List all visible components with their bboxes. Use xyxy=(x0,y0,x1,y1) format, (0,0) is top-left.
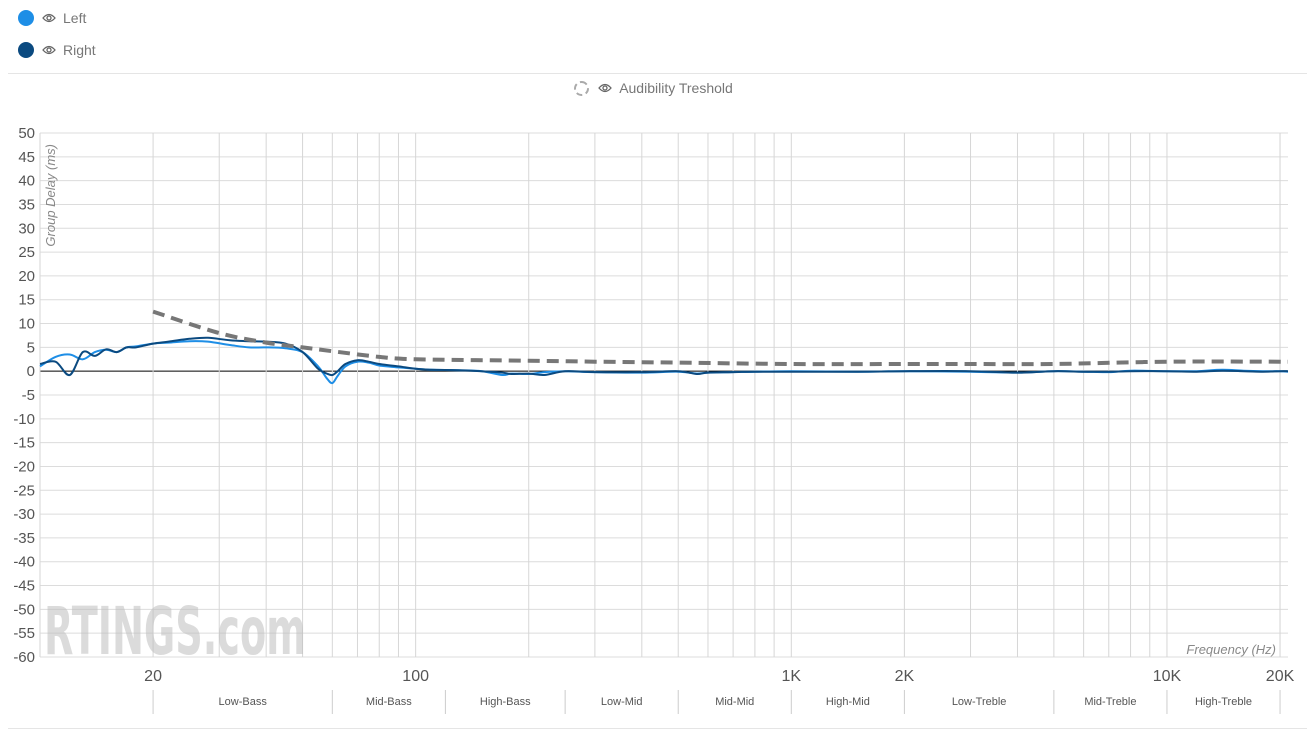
band-label: High-Treble xyxy=(1195,696,1252,708)
eye-icon[interactable] xyxy=(42,45,56,55)
eye-icon[interactable] xyxy=(598,83,613,93)
legend-item-right[interactable]: Right xyxy=(18,42,96,58)
band-label: Mid-Treble xyxy=(1084,696,1136,708)
legend-label-right: Right xyxy=(63,42,96,58)
legend-label-threshold: Audibility Treshold xyxy=(619,80,733,96)
y-tick-label: 20 xyxy=(18,268,35,285)
band-label: High-Mid xyxy=(826,696,870,708)
legend-swatch-left[interactable] xyxy=(18,10,34,26)
y-tick-label: -55 xyxy=(13,625,35,642)
band-label: High-Bass xyxy=(480,696,531,708)
legend-item-left[interactable]: Left xyxy=(18,10,86,26)
y-tick-label: 40 xyxy=(18,173,35,190)
x-tick-label: 10K xyxy=(1153,668,1182,685)
x-tick-label: 1K xyxy=(782,668,802,685)
x-tick-label: 20 xyxy=(144,668,162,685)
x-tick-label: 100 xyxy=(402,668,429,685)
chart-series xyxy=(39,309,1289,385)
y-tick-label: -5 xyxy=(22,387,35,404)
y-tick-label: -25 xyxy=(13,482,35,499)
band-label: Low-Bass xyxy=(219,696,268,708)
y-tick-label: -20 xyxy=(13,458,35,475)
eye-icon[interactable] xyxy=(42,13,56,23)
y-tick-label: -15 xyxy=(13,435,35,452)
y-tick-label: 15 xyxy=(18,292,35,309)
bottom-divider xyxy=(8,728,1307,729)
y-tick-label: 30 xyxy=(18,220,35,237)
watermark-layer: RTINGS.com xyxy=(44,593,306,670)
y-tick-label: 45 xyxy=(18,149,35,166)
legend-swatch-right[interactable] xyxy=(18,42,34,58)
series-line-right xyxy=(39,336,1289,377)
x-tick-label: 2K xyxy=(895,668,915,685)
y-axis-label: Group Delay (ms) xyxy=(43,144,58,247)
y-tick-label: 5 xyxy=(27,339,35,356)
y-tick-label: 35 xyxy=(18,196,35,213)
band-label: Low-Treble xyxy=(952,696,1007,708)
band-label: Low-Mid xyxy=(601,696,643,708)
x-tick-label: 20K xyxy=(1266,668,1295,685)
watermark: RTINGS.com xyxy=(44,593,306,670)
y-tick-label: -45 xyxy=(13,578,35,595)
y-tick-label: -40 xyxy=(13,554,35,571)
y-tick-label: 50 xyxy=(18,125,35,142)
y-tick-label: 10 xyxy=(18,316,35,333)
band-label: Mid-Mid xyxy=(715,696,754,708)
chart-axes: 50454035302520151050-5-10-15-20-25-30-35… xyxy=(13,125,1294,685)
x-axis-label: Frequency (Hz) xyxy=(1186,642,1276,657)
y-tick-label: 25 xyxy=(18,244,35,261)
y-tick-label: -50 xyxy=(13,601,35,618)
y-tick-label: -30 xyxy=(13,506,35,523)
legend-item-threshold[interactable]: Audibility Treshold xyxy=(0,80,1307,96)
legend-divider xyxy=(8,73,1307,74)
chart-grid xyxy=(39,132,1288,658)
y-tick-label: -10 xyxy=(13,411,35,428)
frequency-bands: Low-Bass Mid-Bass High-Bass Low-Mid Mid-Mid H… xyxy=(152,690,1281,714)
band-label: Mid-Bass xyxy=(366,696,412,708)
legend-label-left: Left xyxy=(63,10,87,26)
y-tick-label: -60 xyxy=(13,649,35,666)
legend-swatch-threshold[interactable] xyxy=(574,80,590,96)
y-tick-label: -35 xyxy=(13,530,35,547)
y-tick-label: 0 xyxy=(27,363,35,380)
series-line-audibility-treshold xyxy=(152,309,1289,367)
